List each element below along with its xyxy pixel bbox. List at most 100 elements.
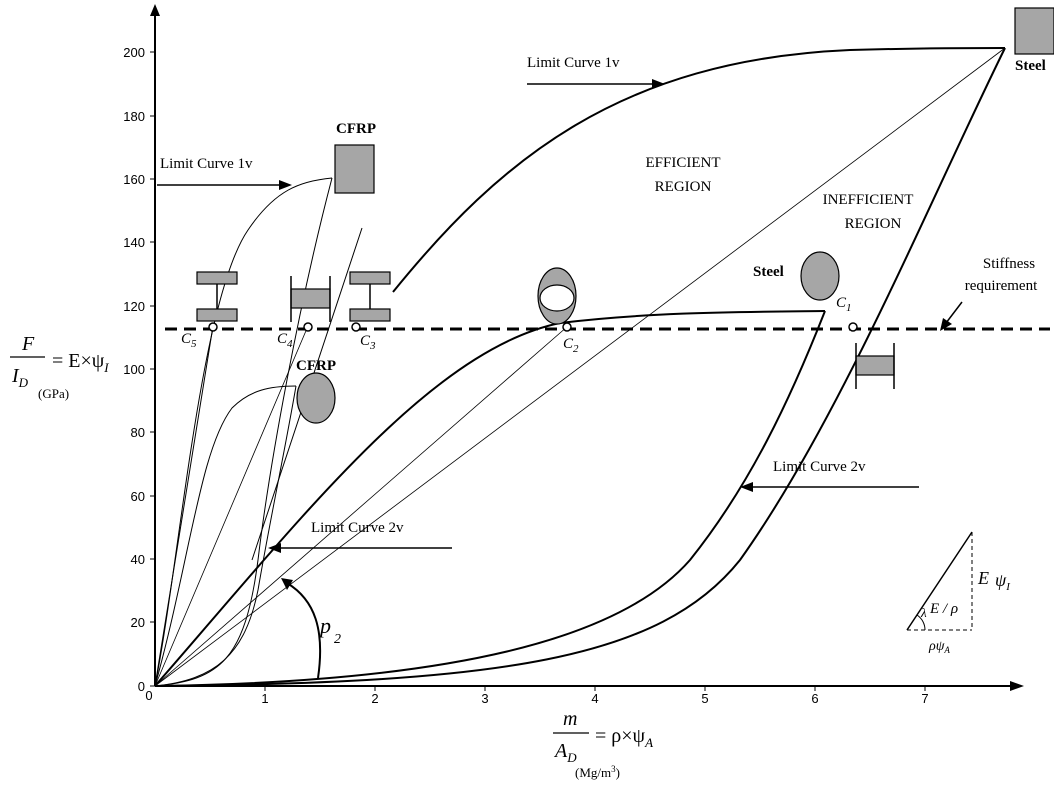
- y-label-rhs: = E×ψI: [52, 350, 109, 375]
- diagonal-line-c4: [154, 325, 309, 687]
- efficient-region-label-2: REGION: [655, 179, 712, 195]
- x-tick-label: 5: [701, 691, 708, 706]
- cfrp-limit-curve-2v: [154, 177, 333, 687]
- arrows: [157, 79, 963, 679]
- arrow-head-icon: [940, 318, 952, 331]
- curve-steel-c1-upper: [154, 310, 826, 687]
- y-tick-label: 180: [123, 109, 145, 124]
- diagonal-line-c2: [154, 325, 569, 687]
- x-tick: 1: [261, 686, 269, 706]
- y-axis-arrow-icon: [150, 4, 160, 16]
- x-tick-label: 3: [481, 691, 488, 706]
- arrow-head-icon: [281, 578, 293, 590]
- point-c5-label: C5: [181, 331, 197, 350]
- cfrp-ellipse-icon: [296, 372, 336, 424]
- y-label-denominator: ID: [11, 365, 29, 390]
- y-axis-label: F ID = E×ψI (GPa): [10, 333, 109, 401]
- x-tick-label: 2: [371, 691, 378, 706]
- y-tick-label: 160: [123, 172, 145, 187]
- y-tick-label: 140: [123, 235, 145, 250]
- i-beam-icon-c5: [196, 271, 238, 322]
- x-ticks: 0 1 2 3 4 5 6 7: [145, 686, 929, 706]
- curves: [154, 47, 1006, 687]
- x-tick: 7: [921, 686, 929, 706]
- channel-icon-c4: [290, 276, 331, 322]
- y-tick: 80: [131, 425, 155, 440]
- cfrp-mid-label: CFRP: [296, 358, 336, 374]
- channel-icon-steel: [855, 343, 895, 389]
- steel-mid-label: Steel: [753, 264, 784, 280]
- point-c4-label: C4: [277, 331, 293, 350]
- x-label-denominator: AD: [553, 740, 577, 765]
- x-tick: 6: [811, 686, 819, 706]
- x-label-numerator: m: [563, 708, 577, 730]
- inset-ratio-label: E / ρ: [929, 601, 958, 617]
- x-label-rhs: = ρ×ψA: [595, 725, 653, 750]
- x-tick-label: 4: [591, 691, 598, 706]
- axes: [150, 4, 1024, 691]
- x-tick-label: 1: [261, 691, 268, 706]
- cfrp-top-label: CFRP: [336, 121, 376, 137]
- x-axis-label: m AD = ρ×ψA (Mg/m3): [553, 708, 653, 780]
- x-tick: 3: [481, 686, 489, 706]
- point-c1-label: C1: [836, 295, 852, 314]
- y-label-numerator: F: [21, 333, 35, 355]
- y-tick: 60: [131, 489, 155, 504]
- limit-curve-1v-top-label: Limit Curve 1v: [527, 55, 620, 71]
- y-tick: 200: [123, 45, 155, 60]
- y-tick: 0: [138, 679, 155, 694]
- inefficient-region-label-2: REGION: [845, 216, 902, 232]
- inset-psi-i-label: ψI: [995, 570, 1011, 593]
- cfrp-limit-curve-1v: [154, 177, 333, 687]
- arrow-head-icon: [652, 79, 665, 89]
- y-tick: 140: [123, 235, 155, 250]
- efficient-region-label-1: EFFICIENT: [646, 155, 721, 171]
- steel-ellipse-icon: [800, 251, 840, 301]
- y-tick-label: 80: [131, 425, 145, 440]
- limit-curve-2v-left-label: Limit Curve 2v: [311, 520, 404, 536]
- inefficient-region-label-1: INEFFICIENT: [823, 192, 914, 208]
- limit-curve-1v-left-label: Limit Curve 1v: [160, 156, 253, 172]
- y-tick-label: 40: [131, 552, 145, 567]
- y-tick-label: 20: [131, 615, 145, 630]
- arrow-head-icon: [279, 180, 292, 190]
- y-tick: 40: [131, 552, 155, 567]
- y-tick-label: 60: [131, 489, 145, 504]
- x-label-unit: (Mg/m3): [575, 764, 620, 780]
- arrow-head-icon: [740, 482, 753, 492]
- arrow-p2-arc: [286, 582, 322, 679]
- design-points: C5 C4 C3 C2 C1: [181, 295, 858, 355]
- limit-curve-1v-main: [392, 47, 1006, 293]
- diagonal-steel-line: [154, 47, 1006, 687]
- point-c4-marker: [303, 322, 313, 332]
- cfrp-rectangle-icon: [334, 144, 375, 194]
- y-tick-label: 0: [138, 679, 145, 694]
- y-tick-label: 100: [123, 362, 145, 377]
- hollow-ellipse-icon: [537, 267, 577, 325]
- curve-steel-c1-lower: [154, 310, 826, 687]
- y-tick: 20: [131, 615, 155, 630]
- inset-lambda-label: λ: [920, 605, 927, 620]
- point-c3-marker: [351, 322, 361, 332]
- x-tick: 0: [145, 688, 152, 703]
- point-c1-marker: [848, 322, 858, 332]
- limit-curve-2v-right-label: Limit Curve 2v: [773, 459, 866, 475]
- arrow-head-icon: [268, 543, 281, 553]
- x-tick-label: 6: [811, 691, 818, 706]
- cfrp-small-curve-2v: [154, 385, 297, 687]
- arrow-stiffness: [945, 301, 963, 324]
- x-tick-label: 7: [921, 691, 928, 706]
- inset-rho-psi-label: ρψA: [928, 639, 950, 655]
- y-tick-label: 120: [123, 299, 145, 314]
- diagonal-line-c5: [154, 325, 214, 687]
- stiffness-label-1: Stiffness: [983, 256, 1035, 272]
- steel-top-label: Steel: [1015, 58, 1046, 74]
- point-c5-marker: [208, 322, 218, 332]
- x-tick-label: 0: [145, 688, 152, 703]
- x-tick: 5: [701, 686, 709, 706]
- stiffness-label-2: requirement: [965, 278, 1038, 294]
- p2-label: p2: [318, 613, 341, 647]
- point-c2-label: C2: [563, 336, 579, 355]
- y-label-unit: (GPa): [38, 386, 69, 401]
